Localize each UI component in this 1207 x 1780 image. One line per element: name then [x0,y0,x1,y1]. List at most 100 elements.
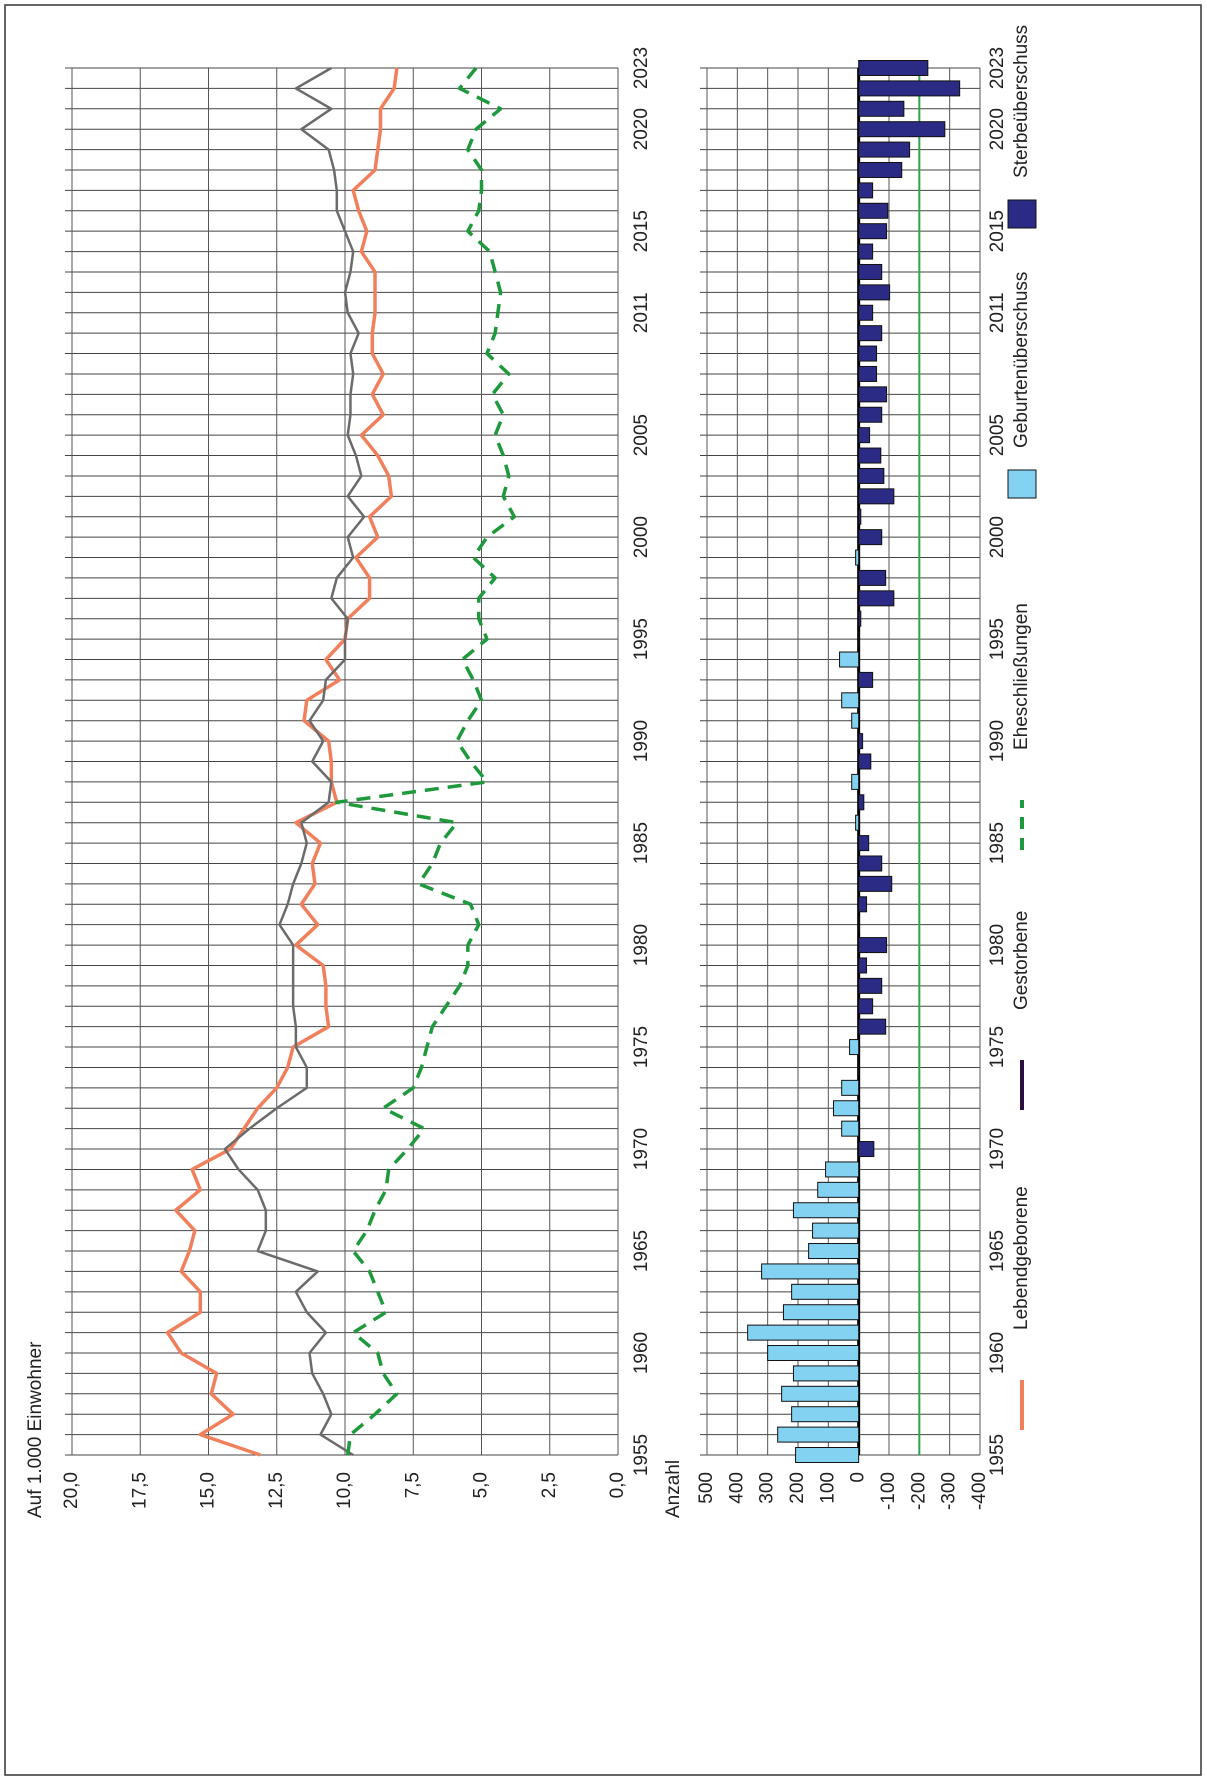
bar [781,1385,860,1402]
x-tick-label: 1975 [987,1026,1008,1068]
x-tick-label: 1965 [631,1230,652,1272]
x-tick-label: 1990 [631,720,652,762]
bar [858,916,860,933]
x-tick-label: 2005 [631,414,652,456]
bar [851,773,860,790]
legend-label: Sterbeüberschuss [1011,25,1032,178]
x-tick-label: 2015 [631,210,652,252]
x-tick-label: 1995 [987,618,1008,660]
x-tick-label: 1955 [631,1434,652,1476]
x-tick-label: 2020 [631,108,652,150]
bar [858,957,868,974]
line-series [165,67,399,1457]
bar [858,590,895,607]
bar [858,447,882,464]
y-tick-label: 0 [848,1472,869,1483]
bar [839,651,860,668]
bar [792,1202,860,1219]
bar [858,100,905,117]
x-tick-label: 1995 [631,618,652,660]
x-tick-label: 2000 [631,516,652,558]
x-tick-label: 1975 [631,1026,652,1068]
y-tick-label: 5,0 [471,1472,492,1498]
x-tick-label: 1980 [631,924,652,966]
bar [858,263,883,280]
bar [841,1120,860,1137]
bar [858,325,883,342]
x-tick-label: 1980 [987,924,1008,966]
bar [791,1283,860,1300]
legend-label: Lebendgeborene [1011,1186,1032,1330]
bar [812,1222,860,1239]
x-tick-label: 1960 [631,1332,652,1374]
y-tick-label: 2,5 [539,1472,560,1498]
x-tick-label: 2000 [987,516,1008,558]
bar [858,202,889,219]
x-tick-label: 1985 [987,822,1008,864]
x-tick-label: 2011 [987,292,1008,333]
y-tick-label: 400 [726,1472,747,1504]
line-series [335,66,517,1456]
bar [767,1345,860,1362]
bar [855,814,860,831]
bar [782,1304,860,1321]
y-tick-label: -400 [969,1472,990,1510]
bar [858,488,895,505]
frame [4,4,1202,1776]
bar [858,243,874,260]
bar [858,610,862,627]
bar [777,1426,860,1443]
bar [817,1181,860,1198]
y-tick-label: -200 [908,1472,929,1510]
bar [858,80,961,97]
x-tick-label: 2020 [987,108,1008,150]
y-tick-label: 7,5 [402,1472,423,1498]
bar [858,998,874,1015]
bar [858,284,891,301]
y-tick-label: 300 [757,1472,778,1504]
bar [858,304,874,321]
x-tick-label: 1970 [631,1128,652,1170]
bar [858,1018,887,1035]
x-tick-label: 2023 [987,47,1008,89]
bar [761,1263,860,1280]
bar [858,977,883,994]
rotated-chart: 0,0 2,5 5,0 7,5 10,0 12,5 15,0 17,5 20,0 1955 1960… [25,25,1037,1518]
bar [858,406,883,423]
y-axis-label: Anzahl [663,1460,684,1518]
bar [858,345,878,362]
bar [858,529,883,546]
bar [858,386,888,403]
bar [857,1059,860,1076]
y-tick-label: 20,0 [61,1472,82,1509]
bar [825,1161,860,1178]
bar [858,161,903,178]
bar [795,1447,860,1463]
bar [858,671,874,688]
bar [858,223,888,240]
bar [858,855,883,872]
x-tick-label: 2011 [631,292,652,333]
bar [858,365,878,382]
legend-label: Geburtenüberschuss [1011,272,1032,448]
bar [858,835,870,852]
bar [858,569,887,586]
x-tick-label: 2005 [987,414,1008,456]
x-tick-label: 1960 [987,1332,1008,1374]
y-tick-label: 200 [787,1472,808,1504]
bar [858,937,888,954]
x-tick-label: 1965 [987,1230,1008,1272]
bar [858,631,860,648]
chart-title: Auf 1.000 Einwohner [25,1341,46,1518]
x-tick-label: 1985 [631,822,652,864]
legend-marker [1007,199,1037,229]
bar [791,1406,860,1423]
y-tick-label: 12,5 [266,1472,287,1509]
y-tick-label: 10,0 [334,1472,355,1509]
x-tick-label: 1990 [987,720,1008,762]
bar [858,794,865,811]
bar [747,1324,860,1341]
bar [858,508,862,525]
bar [858,182,874,199]
